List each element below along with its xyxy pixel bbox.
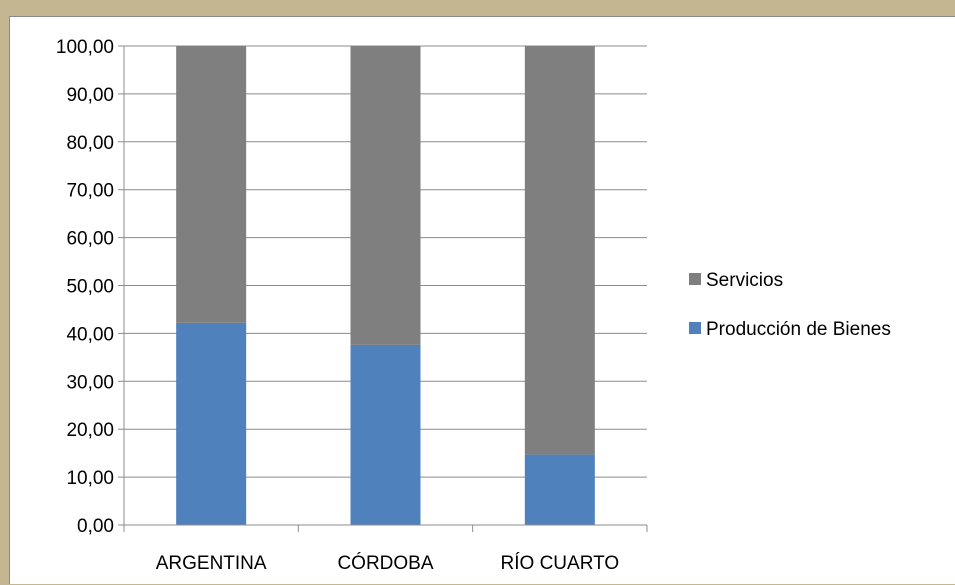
legend-label: Servicios <box>706 270 783 291</box>
y-tick-label: 70,00 <box>66 181 114 202</box>
bar-servicios <box>176 46 247 323</box>
y-tick-label: 10,00 <box>66 468 114 489</box>
x-category-label: CÓRDOBA <box>337 552 433 574</box>
y-tick-label: 40,00 <box>66 324 114 345</box>
bars <box>176 46 595 525</box>
y-tick-label: 90,00 <box>66 85 114 106</box>
y-tick-label: 60,00 <box>66 229 114 250</box>
bar-producci-n-de-bienes <box>524 454 595 525</box>
chart-frame: 0,00 10,00 20,00 30,00 40,00 50,00 60,00 70,00 8… <box>9 16 955 584</box>
y-tick-label: 100,00 <box>56 37 114 58</box>
bar-servicios <box>524 46 595 455</box>
legend-swatch <box>689 322 701 334</box>
y-tick-label: 30,00 <box>66 372 114 393</box>
legend: Servicios Producción de Bienes <box>689 270 891 340</box>
y-tick-label: 20,00 <box>66 420 114 441</box>
axis-labels: 0,00 10,00 20,00 30,00 40,00 50,00 60,00 70,00 8… <box>56 37 619 574</box>
bar-producci-n-de-bienes <box>176 322 247 525</box>
bar-servicios <box>350 46 421 345</box>
y-tick-label: 50,00 <box>66 277 114 298</box>
x-category-label: ARGENTINA <box>156 553 267 574</box>
axes <box>118 45 648 532</box>
bar-producci-n-de-bienes <box>350 344 421 525</box>
legend-label: Producción de Bienes <box>706 319 891 340</box>
y-tick-label: 80,00 <box>66 133 114 154</box>
y-tick-label: 0,00 <box>77 516 114 537</box>
legend-swatch <box>689 273 701 285</box>
x-category-label: RÍO CUARTO <box>501 553 620 574</box>
stacked-bar-chart: 0,00 10,00 20,00 30,00 40,00 50,00 60,00 70,00 8… <box>56 37 891 574</box>
